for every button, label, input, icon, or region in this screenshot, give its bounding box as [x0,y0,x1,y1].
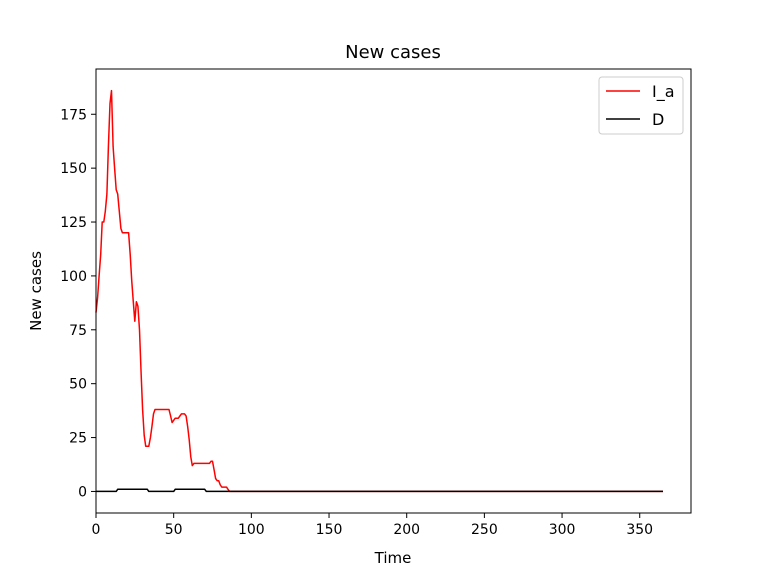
chart-title: New cases [345,42,441,63]
x-tick-label: 100 [238,522,265,538]
x-tick-label: 150 [316,522,343,538]
legend: I_a D [598,76,684,135]
plot-lines [95,89,663,493]
x-tick-label: 350 [626,522,653,538]
x-tick-label: 50 [165,522,183,538]
y-tick-label: 100 [60,269,87,285]
y-tick-label: 0 [78,484,87,500]
x-tick-label: 200 [393,522,420,538]
series-line-d [96,488,663,493]
x-axis-label: Time [374,549,412,567]
y-axis-label: New cases [27,251,45,331]
y-tick-label: 150 [60,161,87,177]
y-tick-label: 25 [69,431,87,447]
x-tick-label: 300 [549,522,576,538]
series-line-i-a [95,89,663,493]
plot-frame [95,68,692,514]
x-axis: 0 50 100 150 200 250 300 350 [92,513,653,538]
legend-label-d: D [652,110,664,129]
y-tick-label: 75 [69,323,87,339]
y-tick-label: 125 [60,215,87,231]
x-tick-label: 250 [471,522,498,538]
y-axis: 0 25 50 75 100 125 150 175 [60,107,96,500]
legend-label-i-a: I_a [652,82,675,102]
y-tick-label: 50 [69,377,87,393]
y-tick-label: 175 [60,107,87,123]
x-tick-label: 0 [92,522,101,538]
